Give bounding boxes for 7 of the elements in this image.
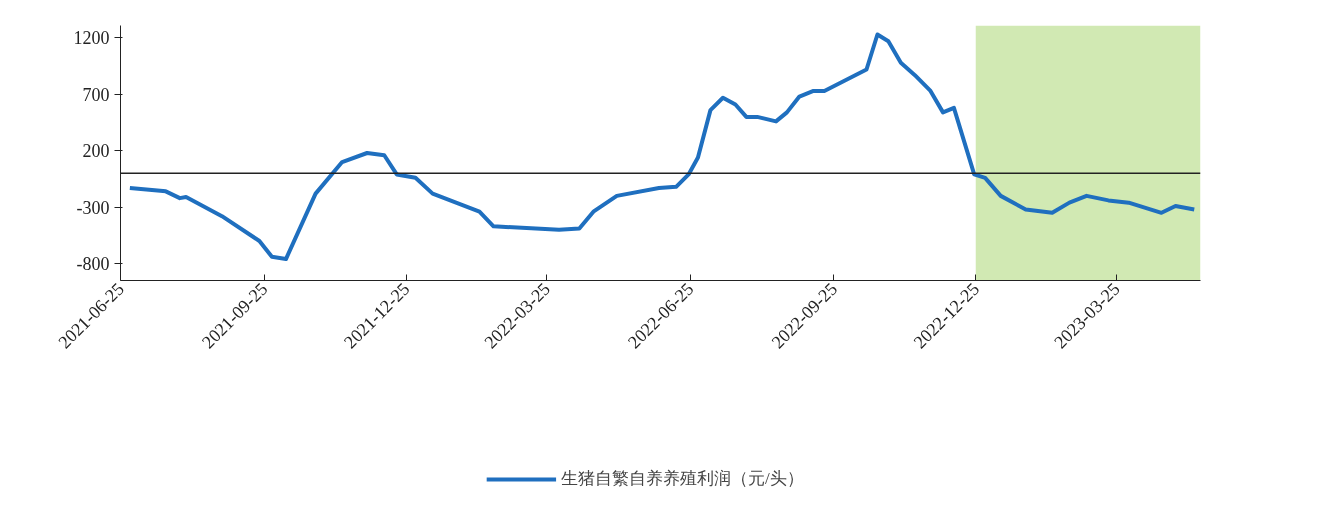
legend-label: 生猪自繁自养养殖利润（元/头） xyxy=(561,468,804,490)
y-tick-label: 700 xyxy=(82,84,110,105)
y-tick-label: -300 xyxy=(76,197,110,218)
y-tick-label: 200 xyxy=(82,141,110,162)
line-series xyxy=(127,32,1197,262)
y-tick-label: -800 xyxy=(76,254,110,275)
y-tick-label: 1200 xyxy=(73,28,110,49)
